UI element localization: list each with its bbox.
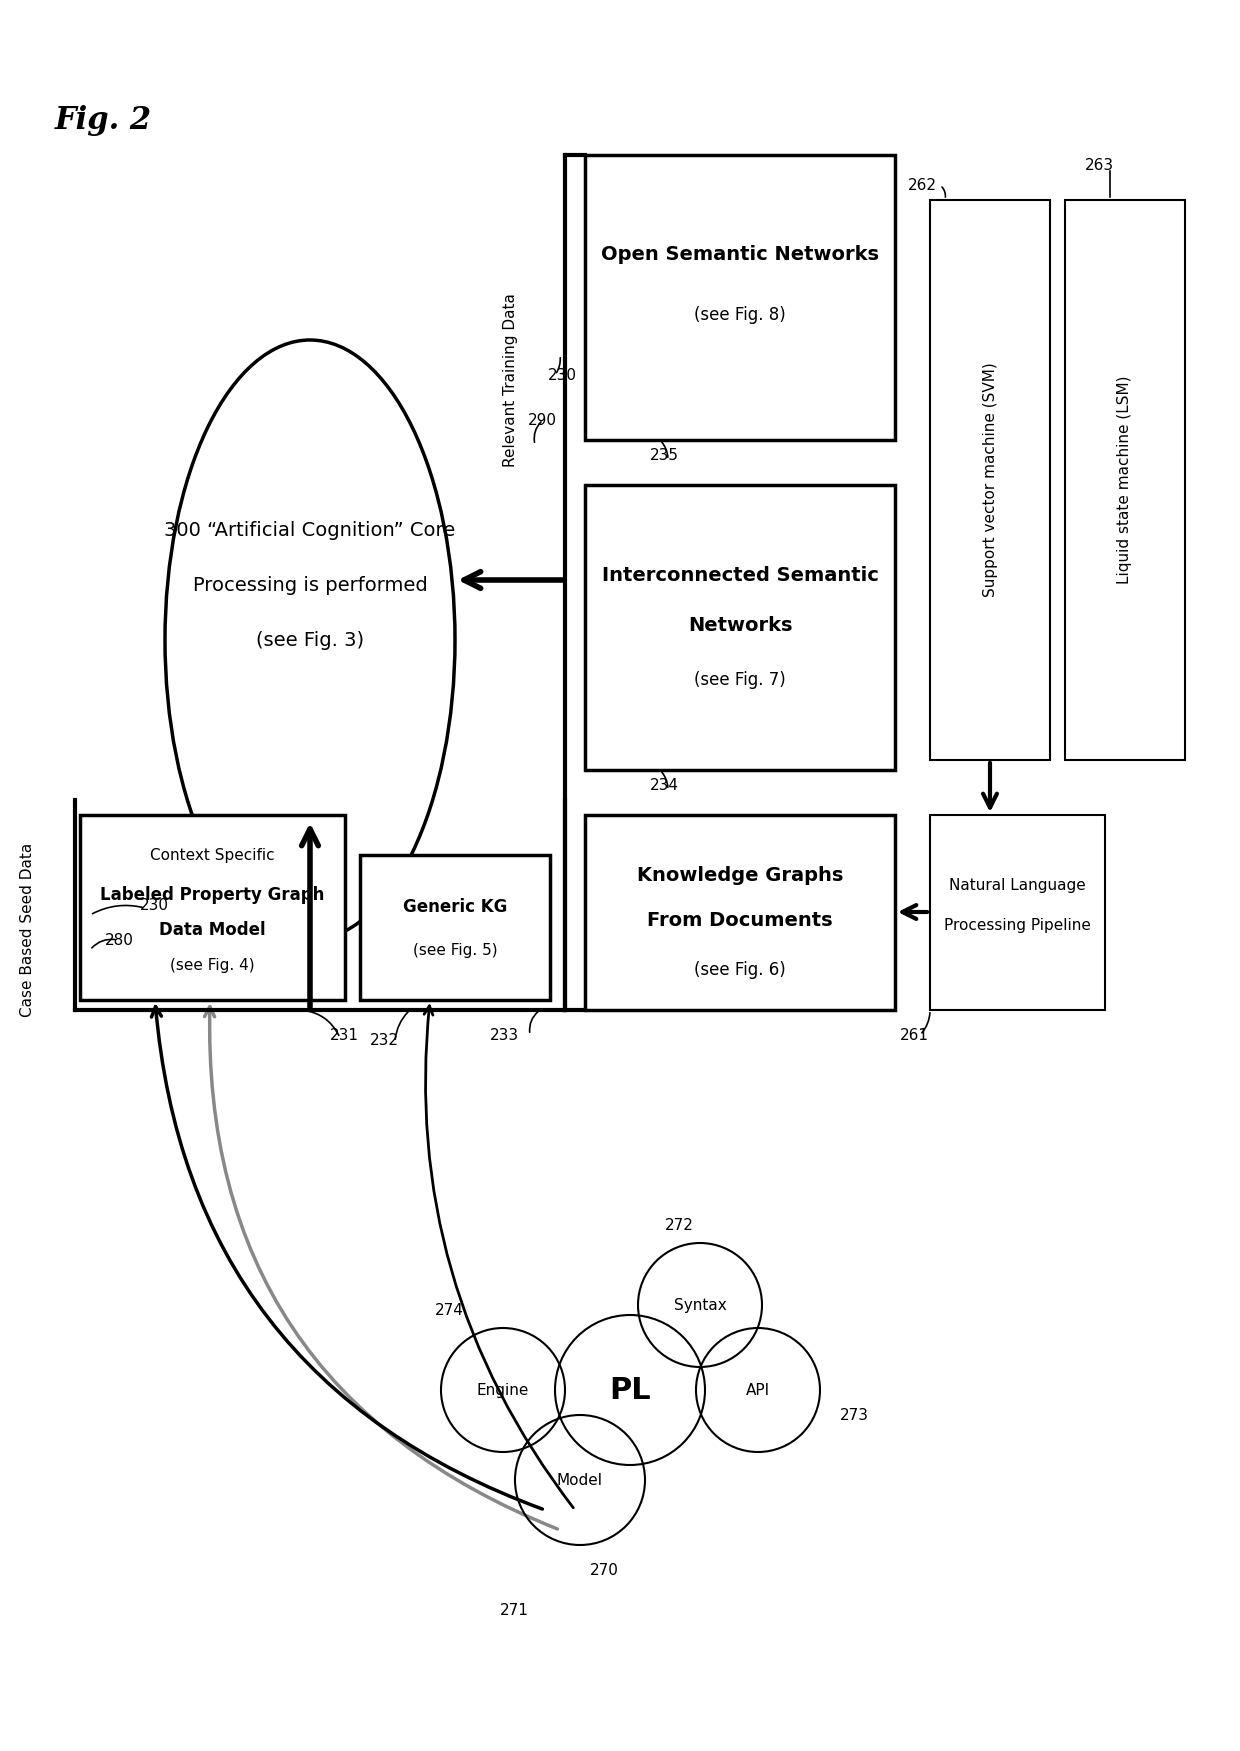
Bar — [1065, 200, 1185, 760]
Text: 274: 274 — [435, 1303, 464, 1317]
Text: Processing is performed: Processing is performed — [192, 576, 428, 595]
Text: Networks: Networks — [688, 616, 792, 634]
Text: Processing Pipeline: Processing Pipeline — [944, 918, 1091, 933]
Text: 271: 271 — [500, 1602, 529, 1618]
Text: Natural Language: Natural Language — [949, 877, 1086, 893]
Ellipse shape — [165, 340, 455, 940]
Text: Model: Model — [557, 1473, 603, 1488]
Text: 233: 233 — [490, 1028, 520, 1042]
Bar — [930, 814, 1105, 1010]
Text: Interconnected Semantic: Interconnected Semantic — [601, 566, 878, 585]
Text: (see Fig. 8): (see Fig. 8) — [694, 306, 786, 324]
Text: 270: 270 — [590, 1562, 619, 1578]
Text: 234: 234 — [650, 777, 680, 793]
Text: Data Model: Data Model — [159, 921, 265, 939]
Text: (see Fig. 3): (see Fig. 3) — [255, 630, 365, 650]
Text: 300 “Artificial Cognition” Core: 300 “Artificial Cognition” Core — [165, 520, 455, 539]
Text: (see Fig. 4): (see Fig. 4) — [170, 958, 254, 972]
Text: Fig. 2: Fig. 2 — [55, 105, 153, 137]
Text: 280: 280 — [105, 933, 134, 947]
Text: 261: 261 — [900, 1028, 929, 1042]
Text: 273: 273 — [839, 1408, 869, 1422]
Text: (see Fig. 6): (see Fig. 6) — [694, 961, 786, 979]
Text: (see Fig. 7): (see Fig. 7) — [694, 671, 786, 688]
Text: Generic KG: Generic KG — [403, 898, 507, 916]
Text: 232: 232 — [370, 1033, 399, 1047]
Text: 230: 230 — [140, 898, 169, 912]
Bar — [585, 485, 895, 770]
Text: Engine: Engine — [477, 1383, 529, 1397]
Text: Knowledge Graphs: Knowledge Graphs — [637, 865, 843, 884]
Text: Syntax: Syntax — [673, 1297, 727, 1313]
Text: Case Based Seed Data: Case Based Seed Data — [21, 842, 36, 1017]
Text: Open Semantic Networks: Open Semantic Networks — [601, 245, 879, 264]
Bar — [585, 814, 895, 1010]
Text: 231: 231 — [330, 1028, 360, 1042]
Text: From Documents: From Documents — [647, 911, 833, 930]
Text: Support vector machine (SVM): Support vector machine (SVM) — [982, 362, 997, 597]
Text: Labeled Property Graph: Labeled Property Graph — [100, 886, 325, 904]
Text: Context Specific: Context Specific — [150, 847, 275, 863]
Text: Relevant Training Data: Relevant Training Data — [502, 292, 517, 468]
Text: 262: 262 — [908, 177, 937, 193]
Text: 290: 290 — [528, 413, 557, 427]
Bar — [81, 814, 345, 1000]
Bar — [585, 156, 895, 440]
Text: 272: 272 — [665, 1217, 694, 1233]
Text: 235: 235 — [650, 448, 680, 462]
Bar — [360, 854, 551, 1000]
Bar — [930, 200, 1050, 760]
Text: Liquid state machine (LSM): Liquid state machine (LSM) — [1117, 376, 1132, 585]
Text: 230: 230 — [548, 368, 577, 382]
Text: API: API — [746, 1383, 770, 1397]
Text: 263: 263 — [1085, 158, 1114, 173]
Text: PL: PL — [609, 1376, 651, 1404]
Text: (see Fig. 5): (see Fig. 5) — [413, 942, 497, 958]
